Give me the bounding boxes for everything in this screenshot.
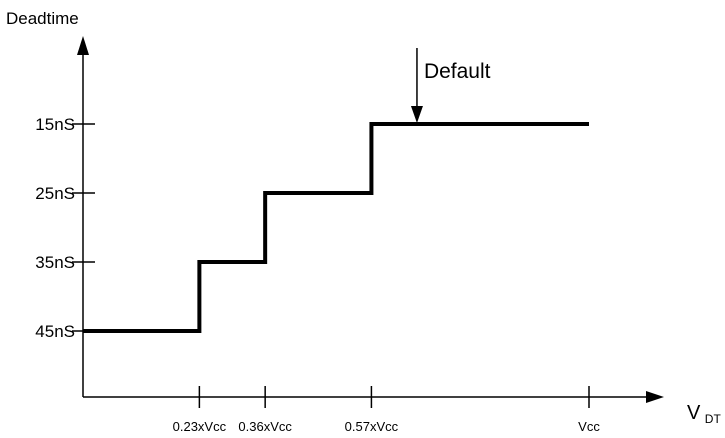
x-axis-label: V DT [687,402,721,426]
y-ticks: 15nS 25nS 35nS 45nS [35,115,95,341]
x-axis-label-subscript: DT [705,412,722,426]
y-tick-label: 35nS [35,253,75,272]
y-tick-label: 15nS [35,115,75,134]
deadtime-step-line [83,122,589,333]
default-arrowhead [410,106,423,123]
y-tick-label: 25nS [35,184,75,203]
y-axis-label: Deadtime [6,9,79,28]
x-tick-label: 0.36xVcc [238,419,292,434]
x-tick-label: Vcc [578,419,600,434]
y-axis-arrowhead [77,36,89,55]
x-axis-label-main: V [687,402,701,424]
x-axis-arrowhead [646,391,664,403]
y-axis [77,36,89,397]
series-group [83,122,589,333]
x-axis [83,391,664,403]
default-annotation-label: Default [424,60,491,83]
annotation-group: Default [410,48,491,123]
y-tick-label: 45nS [35,322,75,341]
x-tick-label: 0.23xVcc [173,419,227,434]
x-tick-label: 0.57xVcc [345,419,399,434]
x-ticks: 0.23xVcc 0.36xVcc 0.57xVcc Vcc [173,386,600,434]
